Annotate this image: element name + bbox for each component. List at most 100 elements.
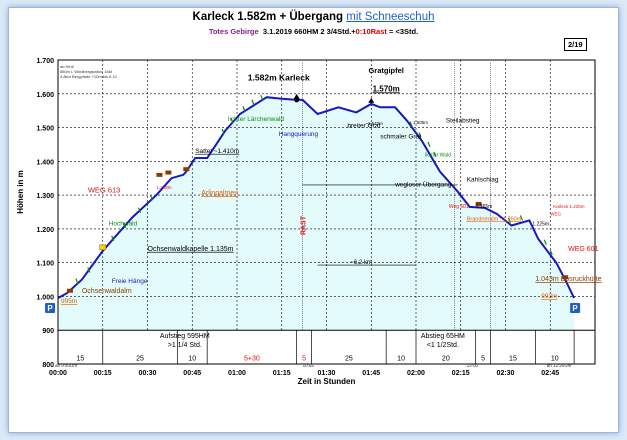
chart-frame: Karleck 1.582m + Übergang mit Schneeschu…: [8, 7, 619, 433]
y-tick-label: 1.300: [36, 193, 54, 200]
annotation: 995m: [61, 298, 77, 305]
plot-border: [57, 59, 596, 365]
parking-icon: [570, 302, 581, 313]
tree-mark: [251, 99, 255, 105]
y-tick-label: 900: [42, 328, 54, 335]
note-line: ab Hintl: [60, 64, 74, 69]
annotation: Sattel ~1.410m: [195, 148, 239, 155]
note-line: 4,8km Bergpfade +10m bis A 10: [60, 74, 117, 79]
x-tick-label: 00:30: [139, 370, 157, 377]
x-tick-label: 00:45: [183, 370, 201, 377]
annotation: 1.570m: [373, 84, 400, 93]
annotation: Steilabstieg: [446, 117, 480, 124]
annotation: 1.582m Karleck: [248, 72, 310, 82]
tree-mark: [75, 278, 79, 284]
time-label: 10:55: [303, 363, 315, 368]
phase-label: >1 1/4 Std.: [168, 342, 202, 349]
summit-icon: [368, 97, 375, 103]
annotation: Ochsenwaldalm: [82, 288, 132, 295]
time-label: ab 9:40Uhr: [55, 363, 78, 368]
tree-mark: [137, 207, 142, 213]
annotation: wegloser Übergang: [394, 181, 452, 189]
annotation: Weg 601: [449, 204, 469, 210]
annotation: 993m: [541, 293, 557, 300]
title-text: Karleck 1.582m + Übergang: [192, 11, 344, 23]
annotation: WEG 613: [88, 186, 121, 195]
parking-icon: P: [47, 304, 53, 313]
snowshoe-link[interactable]: mit Schneeschuh: [346, 11, 435, 23]
tree-mark: [507, 217, 512, 224]
x-axis-title: Zeit in Stunden: [298, 377, 356, 386]
x-tick-label: 01:30: [318, 370, 336, 377]
parking-icon: [45, 302, 56, 313]
chapel-icon: [99, 244, 106, 251]
tree-mark: [230, 117, 234, 124]
subtitle-area: Totes Gebirge: [208, 27, 259, 36]
hut-icon: [165, 170, 172, 175]
route-notes: ab Hintl 880m L Windbergstation 16kt 4,8km…: [60, 64, 117, 79]
annotation: breiter Grat: [347, 123, 380, 130]
interval-label: 25: [136, 356, 144, 363]
x-tick-label: 02:15: [452, 370, 470, 377]
annotation: lichter Wald: [425, 152, 451, 158]
interval-label: 15: [509, 356, 517, 363]
time-label: an 12:20Uhr: [547, 363, 572, 368]
page-indicator[interactable]: 2/19: [564, 38, 587, 51]
time-label: 12:00: [467, 363, 479, 368]
interval-label: 25: [345, 356, 353, 363]
tree-mark: [260, 94, 264, 101]
tree-mark: [519, 215, 523, 221]
annotation: Freie Hänge: [112, 278, 148, 285]
hut-icon: [475, 201, 482, 206]
tree-mark: [87, 267, 91, 273]
note-line: 880m L Windbergstation 16kt: [60, 69, 112, 74]
tree-mark: [543, 239, 547, 246]
hut-icon: [66, 288, 73, 293]
annotation: Ochsenwaldkapelle 1.135m: [148, 246, 234, 253]
y-tick-label: 1.700: [36, 58, 54, 65]
subtitle-total: = <3Std.: [389, 27, 419, 36]
phase-label: Abstieg 65HM: [421, 333, 465, 340]
annotation: 1.043m Bosruckhütte: [535, 276, 601, 283]
tree-mark: [111, 235, 115, 241]
profile-fill: [58, 97, 575, 331]
annotation: lichter Lärchenwald: [228, 116, 284, 123]
tree-mark: [409, 121, 413, 127]
annotation: Karleck 1.225m: [553, 204, 585, 209]
annotation: 1.348m: [156, 185, 171, 190]
tree-mark: [427, 141, 431, 148]
annotation: schmaler Grat: [380, 133, 421, 140]
annotation: 1.225m: [532, 222, 549, 228]
x-tick-label: 02:45: [541, 370, 559, 377]
chart-subtitle: Totes Gebirge 3.1.2019 660HM 2 3/4Std.+0…: [9, 27, 618, 36]
y-tick-label: 1.100: [36, 261, 54, 268]
tree-mark: [123, 222, 127, 229]
annotation: ~1.540m: [365, 121, 383, 126]
annotation: RAST: [301, 215, 308, 235]
tree-mark: [221, 128, 225, 135]
subtitle-rast: 0:10Rast: [355, 27, 387, 36]
y-axis-title: Höhen in m: [16, 170, 25, 214]
hut-icon: [183, 167, 190, 172]
phase-label: <1 1/2Std.: [427, 342, 459, 349]
annotation: 1.505m: [413, 120, 428, 125]
hut-icon: [156, 172, 163, 177]
x-tick-label: 02:00: [407, 370, 425, 377]
phase-label: Aufstieg 595HM: [160, 333, 210, 340]
annotation: WEG: [550, 211, 561, 216]
tree-mark: [549, 249, 553, 256]
annotation: WEG 601: [568, 246, 598, 253]
annotation: Hangquerung: [279, 131, 319, 138]
annotation: ~6,2 km: [350, 260, 372, 266]
interval-label: 5+30: [244, 356, 260, 363]
y-tick-label: 1.000: [36, 294, 54, 301]
hut-icon: [562, 275, 569, 280]
chart-title: Karleck 1.582m + Übergang mit Schneeschu…: [9, 11, 618, 23]
x-tick-label: 00:15: [94, 370, 112, 377]
subtitle-info: 3.1.2019 660HM 2 3/4Std.+: [262, 27, 356, 36]
profile-line: [57, 96, 576, 299]
annotation: 1.265m: [476, 204, 493, 210]
annotation: Hochwald: [109, 221, 138, 228]
tree-mark: [242, 106, 246, 112]
interval-label: 20: [442, 356, 450, 363]
